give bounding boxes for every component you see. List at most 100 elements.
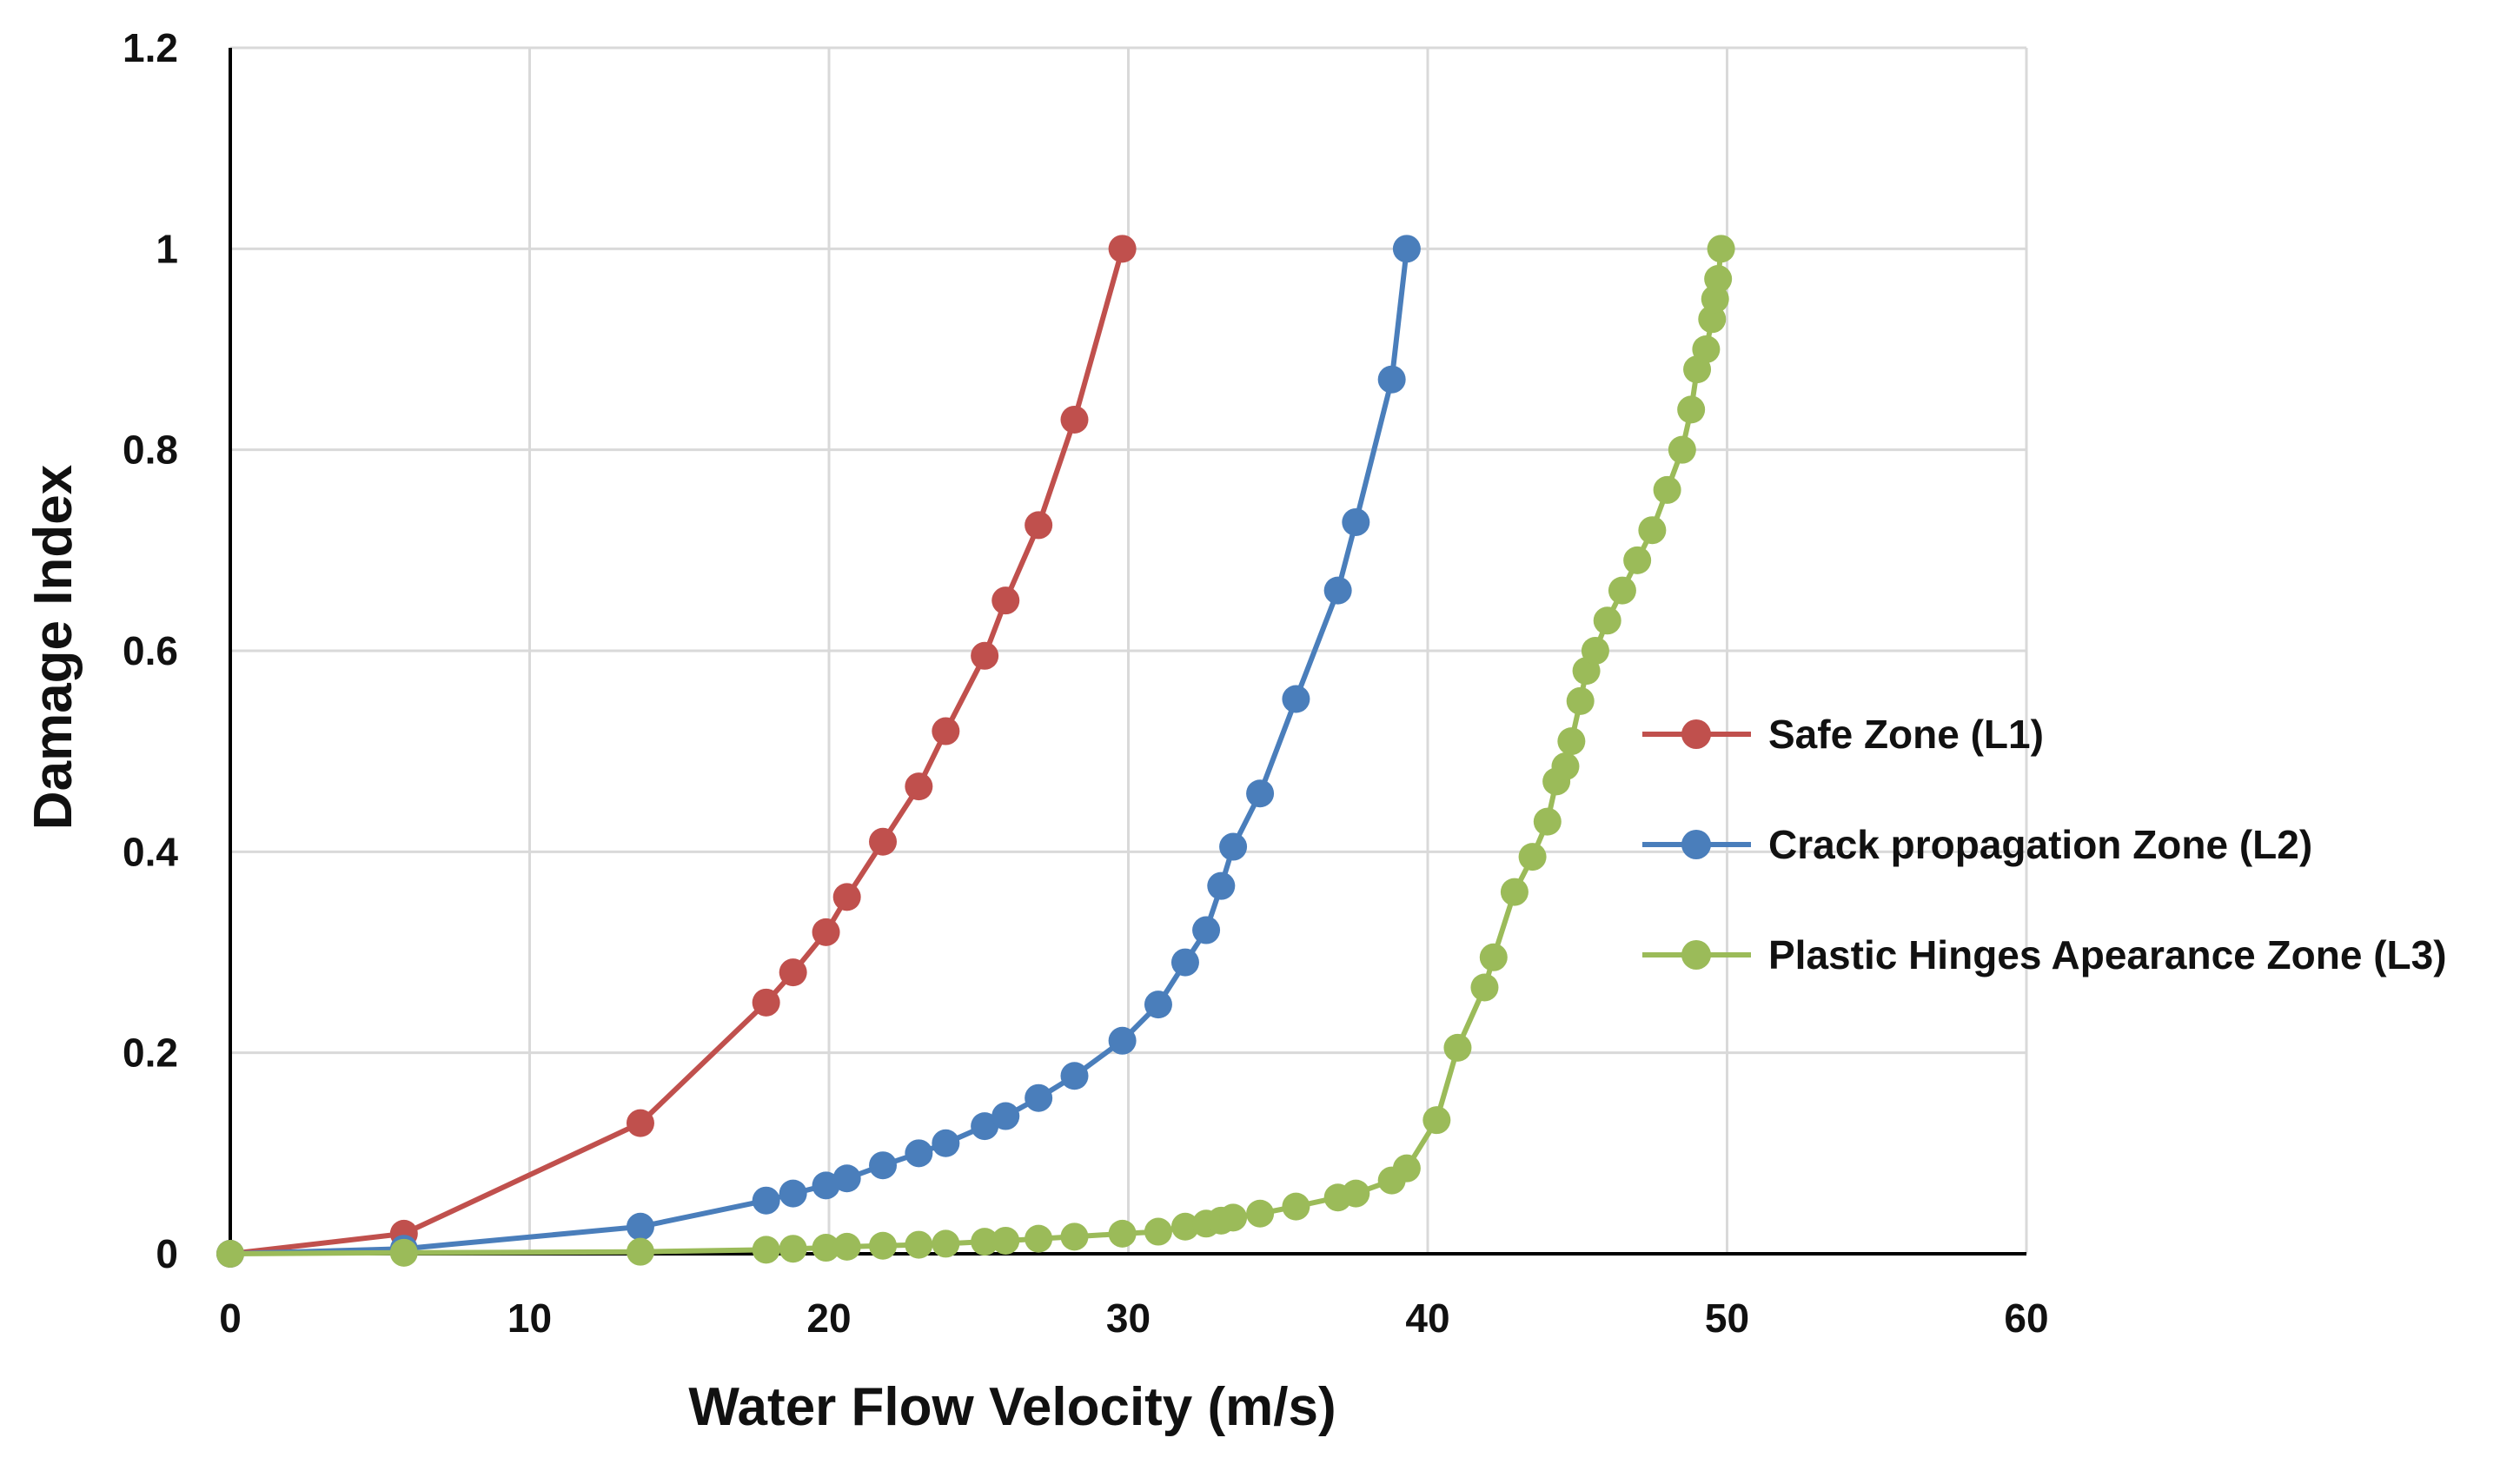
data-point [971, 641, 999, 670]
series-line [228, 246, 1724, 1256]
data-point [1533, 807, 1562, 836]
data-point [626, 1237, 654, 1266]
data-point [905, 772, 933, 801]
data-point [1422, 1106, 1451, 1135]
data-point [932, 717, 960, 745]
legend-label: Plastic Hinges Apearance Zone (L3) [1768, 932, 2447, 977]
data-point [1025, 1224, 1053, 1253]
x-tick-label: 20 [806, 1295, 851, 1341]
x-axis-title: Water Flow Velocity (m/s) [688, 1377, 1336, 1437]
legend-item: Crack propagation Zone (L2) [1642, 822, 2312, 867]
y-tick-label: 0.4 [123, 829, 178, 874]
data-point [991, 1226, 1020, 1255]
legend: Safe Zone (L1) Crack propagation Zone (L2… [1642, 712, 2447, 977]
data-point [1557, 727, 1586, 756]
legend-label: Crack propagation Zone (L2) [1768, 822, 2312, 867]
data-point [626, 1109, 654, 1137]
data-point [1144, 1217, 1172, 1246]
data-point [832, 1232, 861, 1261]
data-point [1342, 507, 1370, 536]
data-point [1593, 606, 1621, 635]
x-tick-label: 30 [1106, 1295, 1151, 1341]
y-tick-label: 0.6 [123, 628, 178, 673]
data-point [869, 1151, 898, 1180]
data-point [779, 1235, 807, 1263]
data-point [1192, 916, 1221, 944]
data-point [1518, 843, 1547, 871]
data-point [389, 1238, 418, 1267]
data-point [1443, 1033, 1472, 1062]
series-line [228, 246, 1125, 1256]
x-tick-label: 10 [507, 1295, 552, 1341]
series-3 [216, 235, 1735, 1268]
data-point [1704, 265, 1733, 294]
data-point [1479, 943, 1508, 971]
data-point [1207, 871, 1236, 900]
y-tick-label: 0.2 [123, 1030, 178, 1076]
data-point [812, 1171, 840, 1200]
data-point [1144, 991, 1172, 1019]
data-point [1566, 686, 1595, 715]
data-point [1246, 1199, 1275, 1228]
legend-item: Safe Zone (L1) [1642, 712, 2044, 757]
x-tick-label: 50 [1705, 1295, 1749, 1341]
x-tick-label: 0 [219, 1295, 242, 1341]
data-point [752, 988, 780, 1017]
data-point [1692, 335, 1721, 363]
data-point [905, 1139, 933, 1168]
x-tick-label: 40 [1405, 1295, 1449, 1341]
data-point [1470, 973, 1499, 1002]
data-point [1392, 235, 1421, 263]
grid-lines [230, 46, 2028, 1254]
data-point [1608, 576, 1636, 605]
data-point [1246, 779, 1275, 808]
data-point [1623, 546, 1652, 574]
data-point [1219, 832, 1248, 861]
data-point [1219, 1203, 1248, 1232]
data-point [1025, 1083, 1053, 1112]
data-point [812, 918, 840, 946]
data-point [1500, 878, 1529, 906]
data-point [869, 1231, 898, 1260]
data-point [932, 1129, 960, 1157]
data-point [1707, 235, 1735, 263]
data-point [1581, 637, 1609, 665]
data-point [1668, 435, 1696, 464]
data-point [932, 1229, 960, 1258]
data-point [1638, 516, 1667, 545]
y-tick-label: 1.2 [123, 25, 178, 70]
y-axis-title: Damage Index [23, 464, 83, 830]
data-point [1060, 1223, 1089, 1251]
data-point [991, 586, 1020, 615]
data-point [832, 1164, 861, 1193]
tick-labels: 0 10 20 30 40 50 60 0 0.2 0.4 0.6 0.8 1 1.2 [123, 25, 2049, 1341]
data-point [1060, 405, 1089, 434]
legend-label: Safe Zone (L1) [1768, 712, 2044, 757]
data-point [971, 1228, 999, 1256]
data-point [1282, 685, 1310, 713]
data-point [779, 958, 807, 987]
data-point [1108, 1026, 1137, 1055]
legend-item: Plastic Hinges Apearance Zone (L3) [1642, 932, 2447, 977]
data-point [1108, 235, 1137, 263]
legend-marker [1681, 719, 1711, 749]
data-point [991, 1102, 1020, 1130]
x-tick-label: 60 [2004, 1295, 2048, 1341]
data-point [869, 827, 898, 856]
data-point [1323, 576, 1352, 605]
data-point [971, 1112, 999, 1141]
series-2 [216, 235, 1421, 1268]
data-point [1377, 365, 1406, 394]
y-tick-label: 1 [156, 226, 178, 271]
data-point [1108, 1219, 1137, 1248]
legend-marker [1681, 940, 1711, 970]
y-tick-label: 0.8 [123, 427, 178, 473]
data-point [1060, 1062, 1089, 1090]
data-point [1282, 1192, 1310, 1221]
data-point [1677, 395, 1706, 424]
data-point [1653, 475, 1681, 504]
data-point [1551, 752, 1580, 781]
data-point [626, 1212, 654, 1241]
series-lines [216, 235, 1735, 1268]
